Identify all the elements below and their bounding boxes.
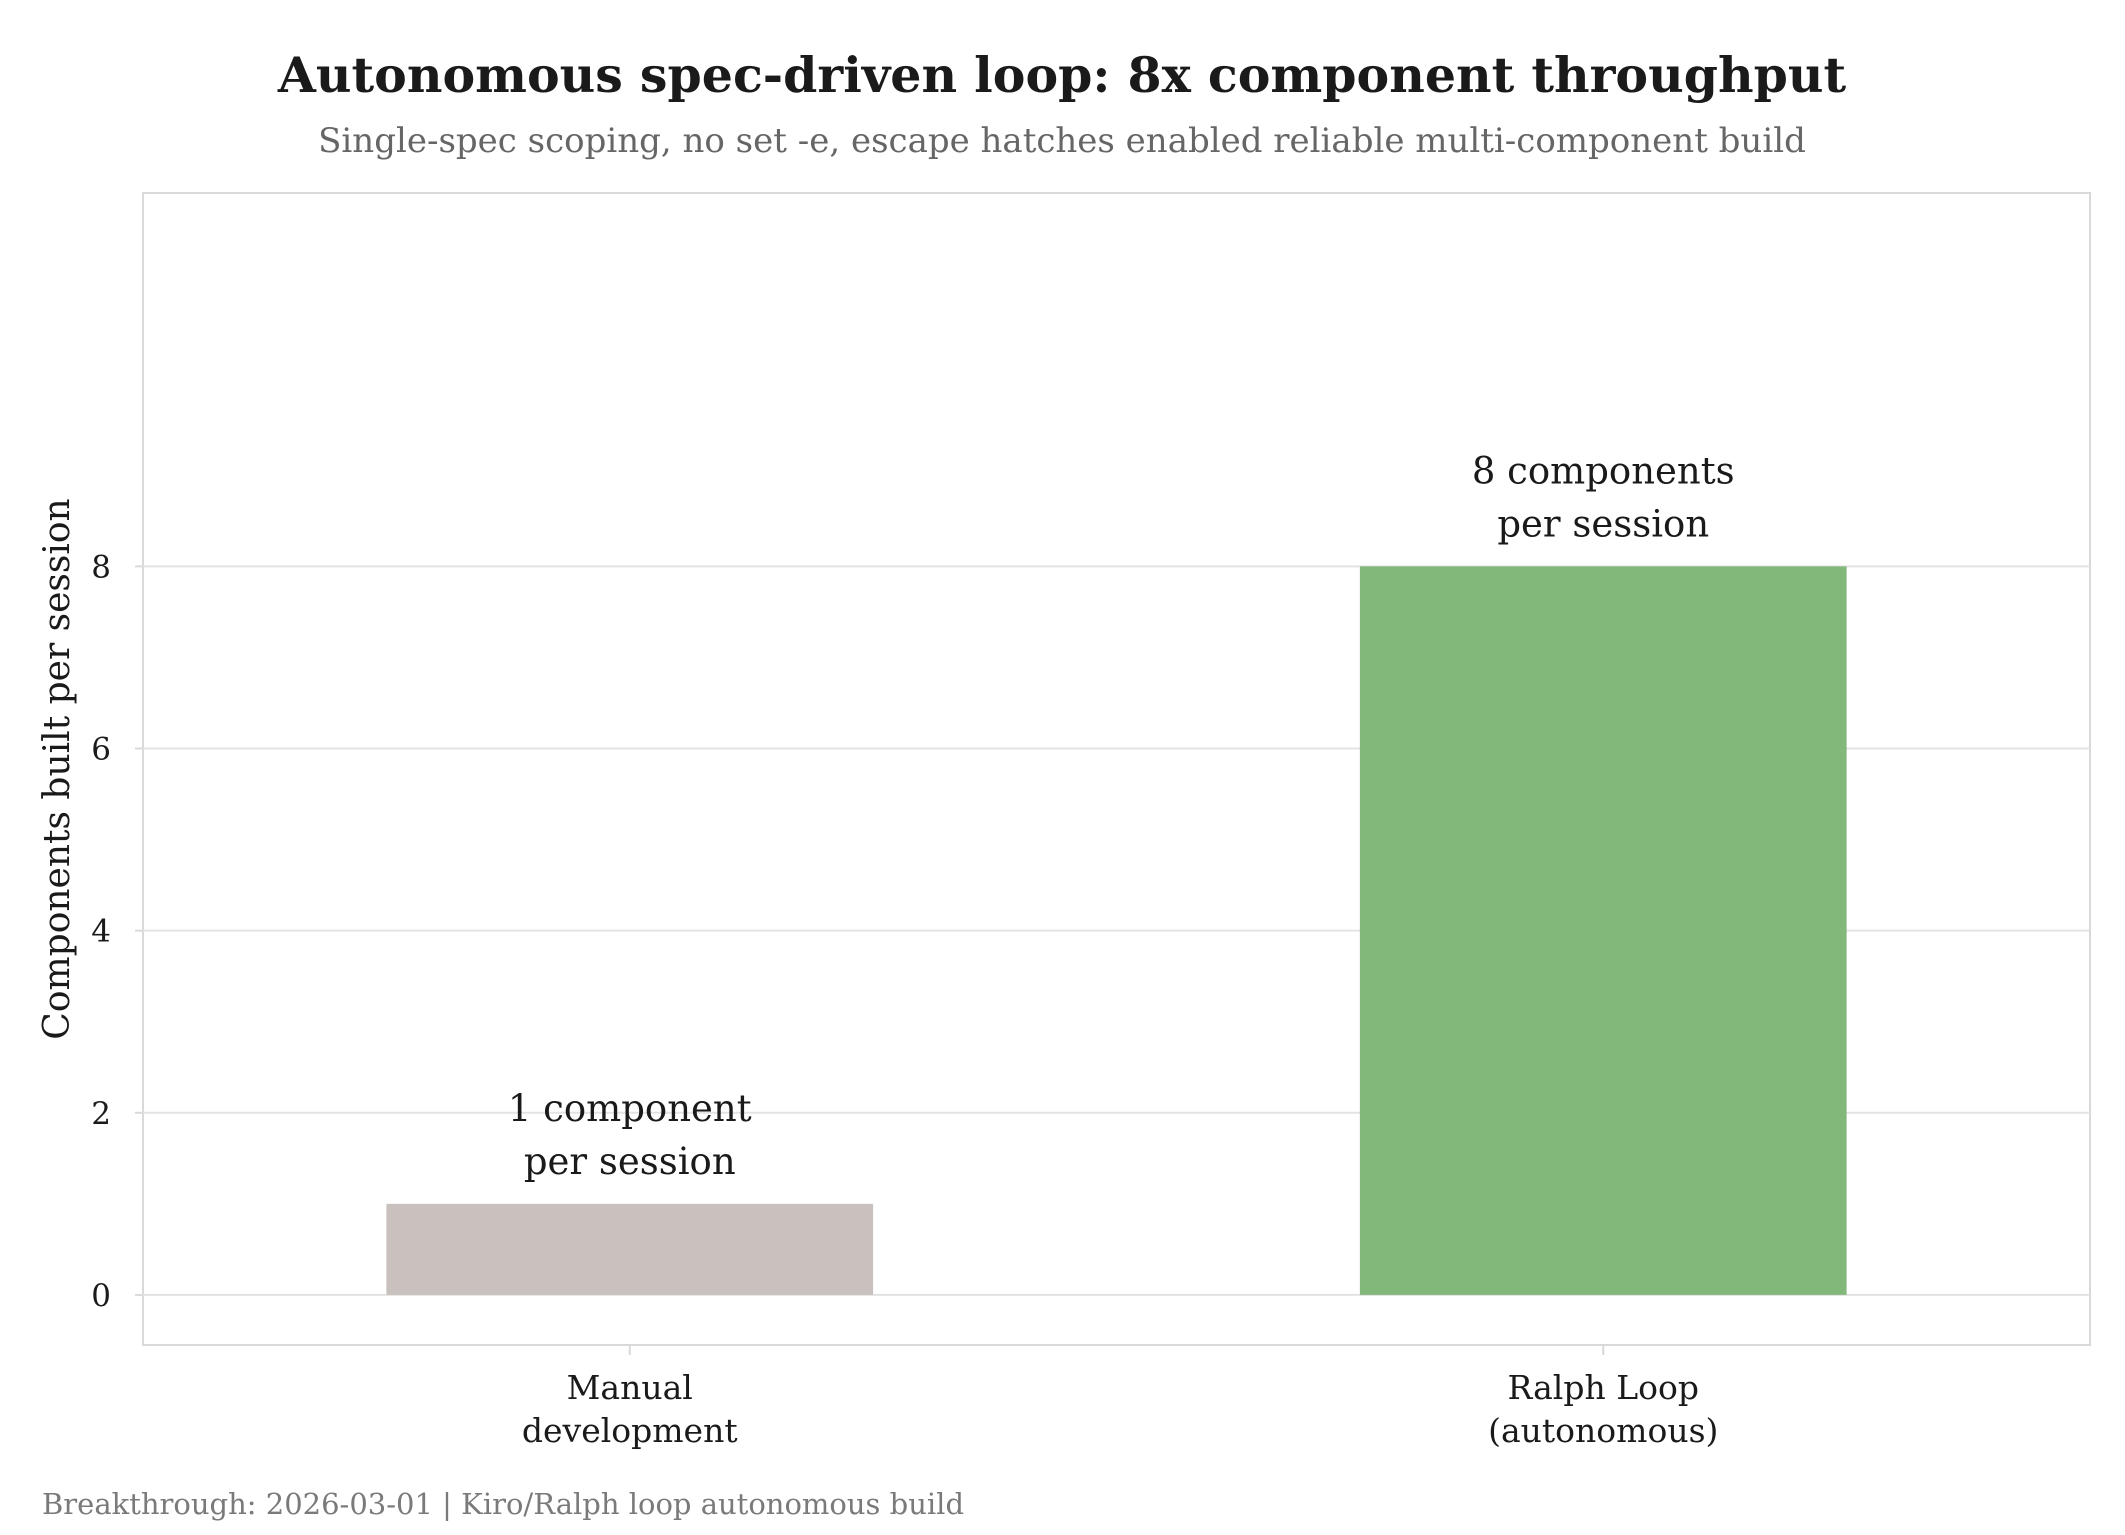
chart-subtitle: Single-spec scoping, no set -e, escape h… xyxy=(318,121,1806,161)
chart-footer: Breakthrough: 2026-03-01 | Kiro/Ralph lo… xyxy=(42,1487,964,1521)
x-axis-ticks: Manual development Ralph Loop (autonomous) xyxy=(522,1345,1718,1450)
data-label: 8 components xyxy=(1472,449,1735,492)
plot-frame xyxy=(142,192,2091,1346)
bars xyxy=(386,566,1847,1295)
y-tick-label: 4 xyxy=(91,914,111,950)
chart-title: Autonomous spec-driven loop: 8x componen… xyxy=(277,46,1847,104)
data-label: 1 component xyxy=(508,1087,752,1130)
y-axis-label: Components built per session xyxy=(37,498,78,1039)
data-label: per session xyxy=(1497,502,1709,545)
data-labels: 1 component per session 8 components per se… xyxy=(508,449,1735,1182)
bar xyxy=(386,1203,874,1295)
x-tick-label: Ralph Loop xyxy=(1508,1368,1699,1407)
y-tick-label: 8 xyxy=(91,549,111,585)
x-tick-label: Manual xyxy=(567,1368,693,1407)
y-tick-label: 0 xyxy=(91,1278,111,1314)
bar xyxy=(1359,566,1847,1295)
y-tick-label: 2 xyxy=(91,1096,111,1132)
x-tick-label: (autonomous) xyxy=(1488,1411,1718,1450)
data-label: per session xyxy=(524,1140,736,1183)
y-axis-ticks: 0 2 4 6 8 xyxy=(91,549,143,1314)
y-tick-label: 6 xyxy=(91,732,111,768)
x-tick-label: development xyxy=(522,1411,738,1450)
